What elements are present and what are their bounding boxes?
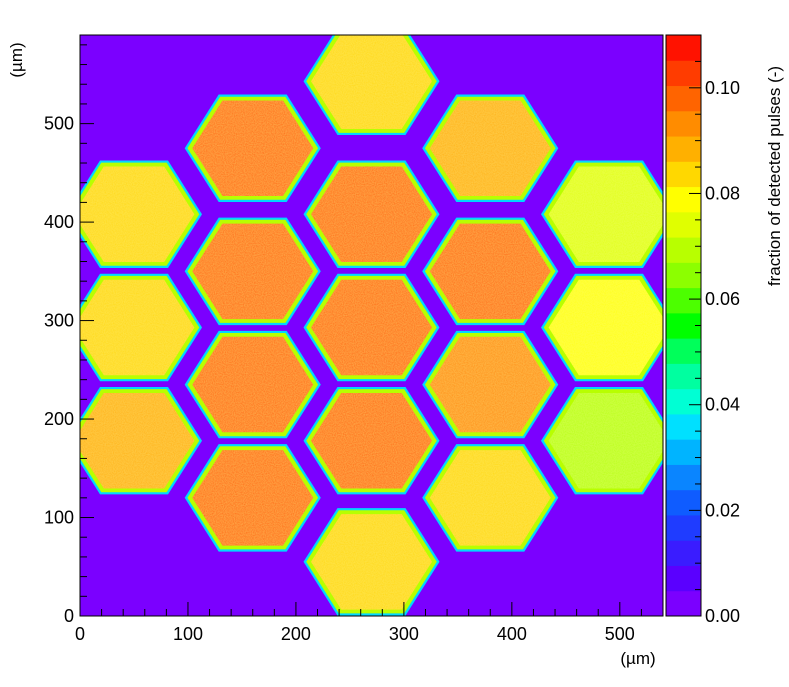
y-tick-label: 500 bbox=[44, 114, 74, 134]
hexagon-fill bbox=[80, 279, 195, 376]
x-tick-label: 400 bbox=[497, 624, 527, 644]
colorbar-tick-label: 0.02 bbox=[705, 500, 740, 520]
hexagon-fill bbox=[429, 336, 551, 433]
hexagon-pixel bbox=[303, 160, 440, 268]
x-tick-label: 100 bbox=[173, 624, 203, 644]
hexagon-fill bbox=[311, 166, 432, 262]
colorbar-segment bbox=[666, 60, 701, 87]
hexagon-fill bbox=[548, 393, 663, 489]
hexagon-fill bbox=[192, 100, 314, 196]
x-tick-label: 300 bbox=[389, 624, 419, 644]
colorbar-segment bbox=[666, 540, 701, 566]
hexagon-pixel bbox=[303, 273, 440, 382]
y-axis: 0 100 200 300 400 500 bbox=[44, 44, 94, 626]
colorbar-segment bbox=[666, 85, 701, 112]
hexagon-pixel bbox=[184, 94, 321, 202]
colorbar-segment bbox=[666, 565, 701, 592]
hexagon-pixel bbox=[422, 444, 559, 552]
colorbar-tick-label: 0.08 bbox=[705, 183, 740, 203]
y-tick-label: 100 bbox=[44, 508, 74, 528]
colorbar-segment bbox=[666, 161, 701, 188]
hexagon-pixel bbox=[184, 217, 321, 326]
x-tick-label: 500 bbox=[605, 624, 635, 644]
hexagon-pixel bbox=[80, 387, 202, 495]
colorbar-segment bbox=[666, 136, 701, 162]
x-tick-label: 0 bbox=[75, 624, 85, 644]
colorbar-segment bbox=[666, 464, 701, 491]
colorbar-label: fraction of detected pulses (-) bbox=[765, 66, 784, 286]
y-tick-label: 400 bbox=[44, 212, 74, 232]
colorbar-segment bbox=[666, 287, 701, 314]
colorbar-segment bbox=[666, 237, 701, 263]
y-tick-label: 200 bbox=[44, 409, 74, 429]
colorbar-segment bbox=[666, 262, 701, 289]
colorbar-tick-label: 0.06 bbox=[705, 289, 740, 309]
colorbar: 0.00 0.02 0.04 0.06 0.08 0.10 bbox=[665, 34, 740, 626]
colorbar-tick-label: 0.10 bbox=[705, 78, 740, 98]
hexagon-fill bbox=[311, 279, 432, 376]
plot-frame bbox=[79, 34, 664, 617]
hexagon-fill bbox=[311, 393, 432, 489]
hexagon-fill bbox=[192, 223, 314, 320]
hexagon-pixel bbox=[422, 94, 559, 202]
colorbar-tick-label: 0.04 bbox=[705, 395, 740, 415]
y-tick-label: 0 bbox=[64, 606, 74, 626]
colorbar-segment bbox=[666, 363, 701, 390]
hexagon-pixel bbox=[303, 387, 440, 495]
colorbar-segment bbox=[666, 489, 701, 516]
hexagon-fill bbox=[548, 166, 663, 262]
hexagon-fill bbox=[429, 100, 551, 196]
colorbar-segment bbox=[666, 338, 701, 364]
hexagon-pixel bbox=[184, 330, 321, 439]
colorbar-segment bbox=[666, 590, 701, 617]
colorbar-tick-label: 0.00 bbox=[705, 606, 740, 626]
hexagon-pixel bbox=[422, 330, 559, 439]
y-axis-label: (µm) bbox=[7, 42, 26, 77]
hexagon-fill bbox=[192, 450, 314, 546]
colorbar-segment bbox=[666, 211, 701, 238]
hexagon-pixel bbox=[303, 35, 440, 135]
colorbar-segment bbox=[666, 35, 701, 61]
hexagon-pixel bbox=[541, 387, 663, 495]
hexagon-fill bbox=[429, 450, 551, 546]
x-axis: 0 100 200 300 400 500 bbox=[75, 602, 664, 644]
hexagon-fill bbox=[80, 166, 195, 262]
hexagon-pixel bbox=[541, 273, 663, 382]
hexagon-pixel bbox=[303, 508, 440, 616]
hexagon-pixel bbox=[80, 160, 202, 268]
hexagon-fill bbox=[548, 279, 663, 376]
y-tick-label: 300 bbox=[44, 311, 74, 331]
hexagon-fill bbox=[311, 514, 432, 610]
colorbar-segment bbox=[666, 186, 701, 213]
x-tick-label: 200 bbox=[281, 624, 311, 644]
colorbar-segment bbox=[666, 439, 701, 465]
colorbar-segment bbox=[666, 413, 701, 440]
hexagon-layer bbox=[80, 35, 663, 616]
hexagon-pixel bbox=[80, 273, 202, 382]
colorbar-segment bbox=[666, 388, 701, 415]
hexagon-pixel bbox=[541, 160, 663, 268]
hexagon-pixel bbox=[184, 444, 321, 552]
hexagon-pixel bbox=[422, 217, 559, 326]
hexagon-fill bbox=[311, 35, 432, 129]
hexagon-fill bbox=[192, 336, 314, 433]
hexagon-fill bbox=[80, 393, 195, 489]
hexagon-fill bbox=[429, 223, 551, 320]
x-axis-label: (µm) bbox=[620, 649, 655, 668]
colorbar-segment bbox=[666, 110, 701, 137]
